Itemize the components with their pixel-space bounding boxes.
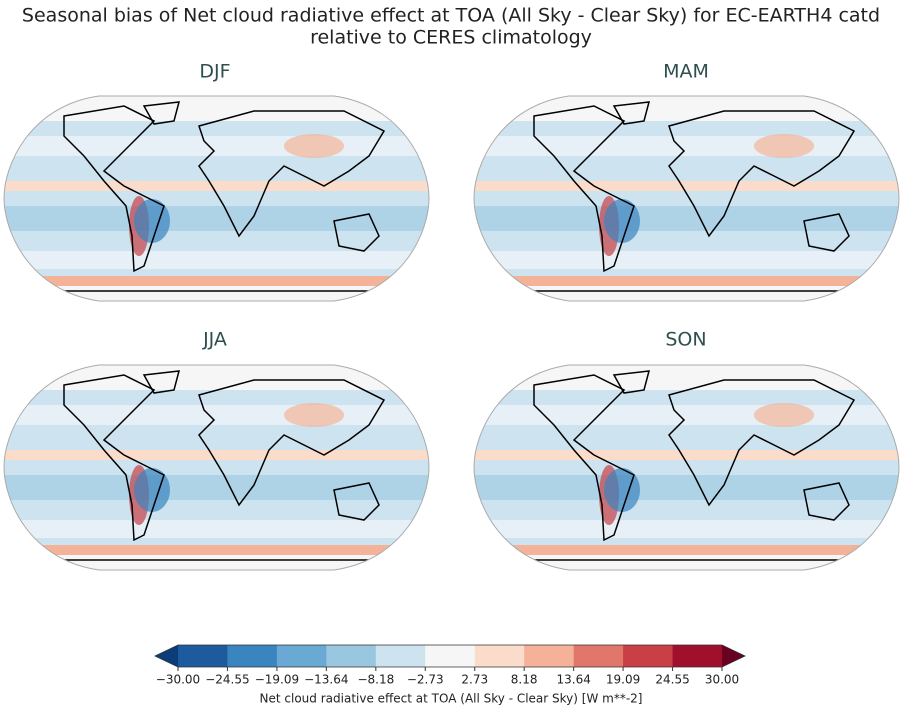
colorbar: −30.00 −24.55 −19.09 −13.64 −8.18 −2.73 2.73 8.…	[154, 644, 746, 687]
colorbar-segment	[227, 645, 278, 667]
colorbar-segment	[524, 645, 575, 667]
panel-title: JJA	[202, 329, 227, 351]
colorbar-segment	[276, 645, 327, 667]
panel-title: SON	[665, 329, 706, 351]
colorbar-tick-label: −2.73	[407, 673, 444, 687]
map	[474, 96, 899, 301]
colorbar-tick-label: 2.73	[461, 673, 488, 687]
colorbar-tick-label: 8.18	[511, 673, 538, 687]
colorbar-segment	[672, 645, 723, 667]
colorbar-tick-label: 30.00	[705, 673, 739, 687]
colorbar-under	[155, 645, 178, 667]
colorbar-segment	[573, 645, 624, 667]
colorbar-segment	[474, 645, 525, 667]
colorbar-tick-label: −8.18	[357, 673, 394, 687]
colorbar-tick-label: 13.64	[556, 673, 590, 687]
colorbar-segment	[375, 645, 426, 667]
map	[4, 365, 429, 570]
colorbar-tick-label: −24.55	[205, 673, 249, 687]
colorbar-tick-label: −19.09	[255, 673, 299, 687]
colorbar-label: Net cloud radiative effect at TOA (All S…	[260, 692, 643, 706]
colorbar-tick-label: −13.64	[304, 673, 348, 687]
title: Seasonal bias of Net cloud radiative eff…	[22, 5, 880, 27]
colorbar-segment	[623, 645, 674, 667]
colorbar-tick-label: 19.09	[606, 673, 640, 687]
title: relative to CERES climatology	[310, 27, 592, 49]
panel-title: DJF	[199, 61, 230, 83]
colorbar-segment	[425, 645, 476, 667]
colorbar-segment	[178, 645, 228, 667]
map	[474, 365, 899, 570]
colorbar-segment	[326, 645, 377, 667]
colorbar-tick-label: −30.00	[156, 673, 200, 687]
panel-title: MAM	[663, 61, 709, 83]
colorbar-over	[722, 645, 745, 667]
colorbar-tick-label: 24.55	[655, 673, 689, 687]
map	[4, 96, 429, 301]
